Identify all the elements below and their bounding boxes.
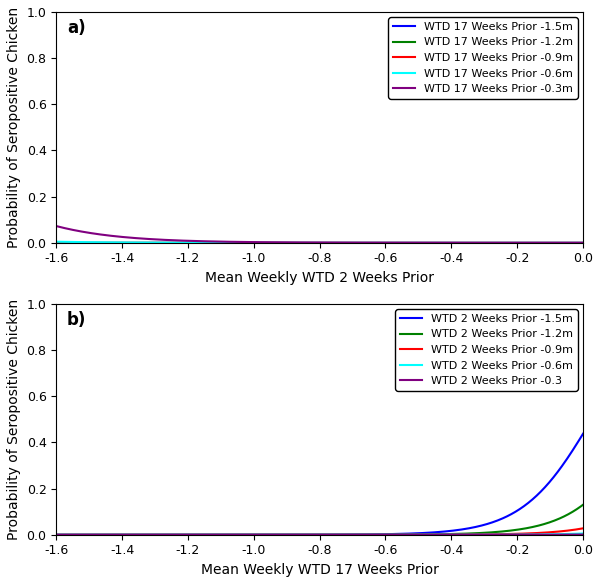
WTD 17 Weeks Prior -0.3m [484, 239, 491, 246]
WTD 2 Weeks Prior -1.2m [303, 531, 310, 538]
WTD 17 Weeks Prior -1.5m [338, 239, 345, 246]
WTD 17 Weeks Prior -1.5m [366, 239, 373, 246]
Line: WTD 2 Weeks Prior -1.5m: WTD 2 Weeks Prior -1.5m [56, 434, 583, 535]
WTD 2 Weeks Prior -0.9m [53, 531, 60, 538]
WTD 2 Weeks Prior -1.5m [338, 531, 345, 538]
WTD 17 Weeks Prior -1.2m [303, 239, 310, 246]
WTD 2 Weeks Prior -0.3 [366, 531, 373, 538]
WTD 17 Weeks Prior -0.3m [53, 223, 60, 230]
WTD 17 Weeks Prior -0.6m [366, 239, 373, 246]
WTD 17 Weeks Prior -0.9m [580, 239, 587, 246]
WTD 17 Weeks Prior -1.5m [303, 239, 310, 246]
WTD 17 Weeks Prior -1.2m [580, 239, 587, 246]
WTD 17 Weeks Prior -0.9m [53, 239, 60, 246]
WTD 2 Weeks Prior -1.5m [580, 430, 587, 437]
WTD 17 Weeks Prior -0.9m [366, 239, 373, 246]
WTD 2 Weeks Prior -0.9m [366, 531, 373, 538]
X-axis label: Mean Weekly WTD 17 Weeks Prior: Mean Weekly WTD 17 Weeks Prior [201, 563, 439, 577]
Y-axis label: Probability of Seropositive Chicken: Probability of Seropositive Chicken [7, 299, 21, 540]
WTD 2 Weeks Prior -0.3 [567, 531, 574, 538]
Line: WTD 2 Weeks Prior -0.9m: WTD 2 Weeks Prior -0.9m [56, 529, 583, 535]
Line: WTD 2 Weeks Prior -1.2m: WTD 2 Weeks Prior -1.2m [56, 505, 583, 535]
WTD 2 Weeks Prior -0.6m [567, 530, 574, 537]
WTD 17 Weeks Prior -0.3m [303, 239, 310, 246]
WTD 2 Weeks Prior -0.9m [338, 531, 345, 538]
WTD 2 Weeks Prior -0.9m [303, 531, 310, 538]
WTD 17 Weeks Prior -1.2m [306, 239, 313, 246]
WTD 2 Weeks Prior -0.6m [366, 531, 373, 538]
WTD 2 Weeks Prior -0.3 [303, 531, 310, 538]
WTD 2 Weeks Prior -1.5m [567, 450, 574, 457]
WTD 17 Weeks Prior -0.6m [306, 239, 313, 246]
WTD 2 Weeks Prior -1.5m [366, 531, 373, 538]
Legend: WTD 17 Weeks Prior -1.5m, WTD 17 Weeks Prior -1.2m, WTD 17 Weeks Prior -0.9m, WT: WTD 17 Weeks Prior -1.5m, WTD 17 Weeks P… [389, 18, 577, 99]
WTD 17 Weeks Prior -0.9m [303, 239, 310, 246]
WTD 2 Weeks Prior -0.3 [338, 531, 345, 538]
WTD 2 Weeks Prior -0.6m [484, 531, 491, 538]
WTD 17 Weeks Prior -1.2m [484, 239, 491, 246]
WTD 17 Weeks Prior -1.2m [338, 239, 345, 246]
WTD 17 Weeks Prior -0.6m [580, 239, 587, 246]
WTD 17 Weeks Prior -1.2m [567, 239, 574, 246]
WTD 2 Weeks Prior -0.9m [306, 531, 313, 538]
Line: WTD 17 Weeks Prior -0.3m: WTD 17 Weeks Prior -0.3m [56, 226, 583, 243]
WTD 2 Weeks Prior -0.9m [580, 525, 587, 532]
Text: b): b) [67, 311, 86, 329]
Line: WTD 17 Weeks Prior -0.6m: WTD 17 Weeks Prior -0.6m [56, 242, 583, 243]
WTD 17 Weeks Prior -1.2m [53, 239, 60, 246]
WTD 2 Weeks Prior -0.6m [338, 531, 345, 538]
WTD 17 Weeks Prior -0.3m [567, 239, 574, 246]
X-axis label: Mean Weekly WTD 2 Weeks Prior: Mean Weekly WTD 2 Weeks Prior [205, 271, 434, 285]
Text: a): a) [67, 19, 85, 37]
WTD 17 Weeks Prior -1.5m [484, 239, 491, 246]
WTD 2 Weeks Prior -0.6m [306, 531, 313, 538]
Legend: WTD 2 Weeks Prior -1.5m, WTD 2 Weeks Prior -1.2m, WTD 2 Weeks Prior -0.9m, WTD 2: WTD 2 Weeks Prior -1.5m, WTD 2 Weeks Pri… [395, 310, 577, 391]
WTD 2 Weeks Prior -0.3 [580, 531, 587, 538]
WTD 17 Weeks Prior -0.9m [484, 239, 491, 246]
WTD 17 Weeks Prior -0.6m [303, 239, 310, 246]
WTD 17 Weeks Prior -0.3m [306, 239, 313, 246]
WTD 2 Weeks Prior -0.3 [53, 531, 60, 538]
WTD 2 Weeks Prior -1.2m [567, 510, 574, 517]
WTD 17 Weeks Prior -1.5m [53, 239, 60, 246]
WTD 2 Weeks Prior -1.5m [306, 531, 313, 538]
Line: WTD 2 Weeks Prior -0.6m: WTD 2 Weeks Prior -0.6m [56, 534, 583, 535]
WTD 17 Weeks Prior -0.9m [567, 239, 574, 246]
WTD 17 Weeks Prior -0.3m [338, 239, 345, 246]
WTD 17 Weeks Prior -1.2m [366, 239, 373, 246]
WTD 17 Weeks Prior -0.9m [338, 239, 345, 246]
WTD 17 Weeks Prior -0.6m [484, 239, 491, 246]
WTD 2 Weeks Prior -1.5m [53, 531, 60, 538]
WTD 2 Weeks Prior -1.2m [53, 531, 60, 538]
WTD 2 Weeks Prior -0.3 [484, 531, 491, 538]
WTD 2 Weeks Prior -0.9m [484, 531, 491, 538]
WTD 2 Weeks Prior -1.5m [303, 531, 310, 538]
WTD 17 Weeks Prior -1.5m [580, 239, 587, 246]
WTD 2 Weeks Prior -0.6m [303, 531, 310, 538]
WTD 2 Weeks Prior -0.3 [306, 531, 313, 538]
WTD 17 Weeks Prior -0.6m [338, 239, 345, 246]
WTD 17 Weeks Prior -1.5m [306, 239, 313, 246]
WTD 2 Weeks Prior -1.2m [366, 531, 373, 538]
WTD 17 Weeks Prior -1.5m [567, 239, 574, 246]
WTD 2 Weeks Prior -1.2m [484, 529, 491, 536]
WTD 17 Weeks Prior -0.6m [53, 238, 60, 245]
WTD 2 Weeks Prior -1.2m [580, 501, 587, 508]
Y-axis label: Probability of Seropositive Chicken: Probability of Seropositive Chicken [7, 7, 21, 248]
WTD 2 Weeks Prior -1.5m [484, 520, 491, 527]
WTD 2 Weeks Prior -0.6m [580, 530, 587, 537]
WTD 2 Weeks Prior -0.6m [53, 531, 60, 538]
WTD 17 Weeks Prior -0.9m [306, 239, 313, 246]
WTD 2 Weeks Prior -0.9m [567, 527, 574, 534]
WTD 17 Weeks Prior -0.3m [580, 239, 587, 246]
WTD 17 Weeks Prior -0.6m [567, 239, 574, 246]
WTD 2 Weeks Prior -1.2m [338, 531, 345, 538]
WTD 2 Weeks Prior -1.2m [306, 531, 313, 538]
WTD 17 Weeks Prior -0.3m [366, 239, 373, 246]
